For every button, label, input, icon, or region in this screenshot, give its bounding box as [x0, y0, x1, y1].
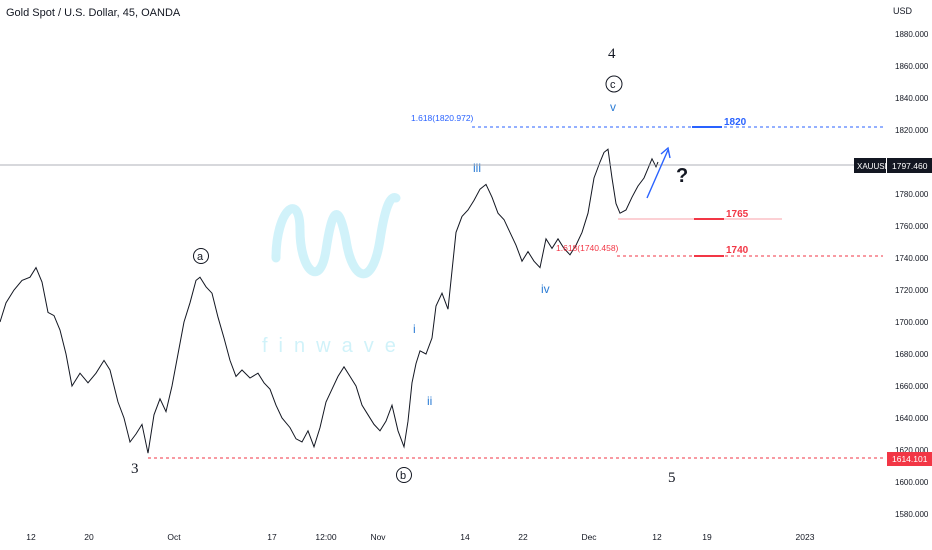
y-tick-label: 1620.000 [895, 446, 929, 455]
x-tick-label: Dec [581, 532, 597, 542]
y-tick-label: 1820.000 [895, 126, 929, 135]
wave-a-circle [193, 248, 209, 264]
currency-label: USD [893, 6, 913, 16]
fib-blue-label: 1.618(1820.972) [411, 113, 474, 123]
wave-label-4: 4 [608, 46, 616, 62]
y-tick-label: 1860.000 [895, 62, 929, 71]
chart-title: Gold Spot / U.S. Dollar, 45, OANDA [6, 7, 181, 19]
x-tick-label: Nov [370, 532, 386, 542]
wave-label-a: a [197, 251, 204, 263]
price-line [0, 148, 659, 454]
level-price-label: 1614.101 [892, 454, 928, 464]
y-tick-label: 1680.000 [895, 350, 929, 359]
x-tick-label: 19 [702, 532, 712, 542]
wave-label-b: b [400, 470, 406, 482]
y-axis: 1880.0001860.0001840.0001820.0001800.000… [895, 30, 929, 519]
y-tick-label: 1600.000 [895, 478, 929, 487]
wave-c-circle [605, 75, 623, 93]
y-tick-label: 1880.000 [895, 30, 929, 39]
wave-label-ii: ii [427, 394, 432, 408]
y-tick-label: 1720.000 [895, 286, 929, 295]
y-tick-label: 1780.000 [895, 190, 929, 199]
target-1765-label: 1765 [726, 209, 749, 220]
current-price-tag: XAUUSD 1797.460 [854, 158, 932, 173]
x-tick-label: 14 [460, 532, 470, 542]
x-tick-label: Oct [167, 532, 181, 542]
wave-label-5: 5 [668, 470, 676, 486]
wave-label-iii: iii [473, 161, 481, 175]
y-tick-label: 1640.000 [895, 414, 929, 423]
y-tick-label: 1700.000 [895, 318, 929, 327]
target-1820-label: 1820 [724, 117, 747, 128]
question-mark: ? [676, 165, 688, 187]
x-tick-label: 12 [652, 532, 662, 542]
level-price-tag: 1614.101 [887, 452, 932, 466]
x-tick-label: 22 [518, 532, 528, 542]
y-tick-label: 1580.000 [895, 510, 929, 519]
current-price-label: 1797.460 [892, 161, 928, 171]
current-symbol-label: XAUUSD [857, 162, 891, 171]
x-axis: 12 20 Oct 17 12:00 Nov 14 22 Dec 12 19 2023 [26, 532, 814, 542]
wave-label-iv: iv [541, 282, 550, 296]
x-tick-label: 2023 [796, 532, 815, 542]
x-tick-label: 20 [84, 532, 94, 542]
y-tick-label: 1660.000 [895, 382, 929, 391]
finwave-watermark: finwave [262, 193, 407, 357]
x-tick-label: 17 [267, 532, 277, 542]
watermark-text: finwave [262, 335, 407, 357]
wave-label-i: i [413, 322, 416, 336]
y-tick-label: 1740.000 [895, 254, 929, 263]
fib-red-label: 1.618(1740.458) [556, 243, 619, 253]
x-tick-label: 12 [26, 532, 36, 542]
target-1740-label: 1740 [726, 245, 749, 256]
wave-b-circle [396, 467, 412, 483]
wave-label-v: v [610, 100, 616, 114]
projection-arrow-icon [646, 146, 671, 199]
watermark-logo-icon [271, 193, 401, 279]
wave-label-c: c [610, 79, 616, 91]
y-tick-label: 1840.000 [895, 94, 929, 103]
wave-label-3: 3 [131, 461, 139, 477]
x-tick-label: 12:00 [315, 532, 337, 542]
y-tick-label: 1760.000 [895, 222, 929, 231]
